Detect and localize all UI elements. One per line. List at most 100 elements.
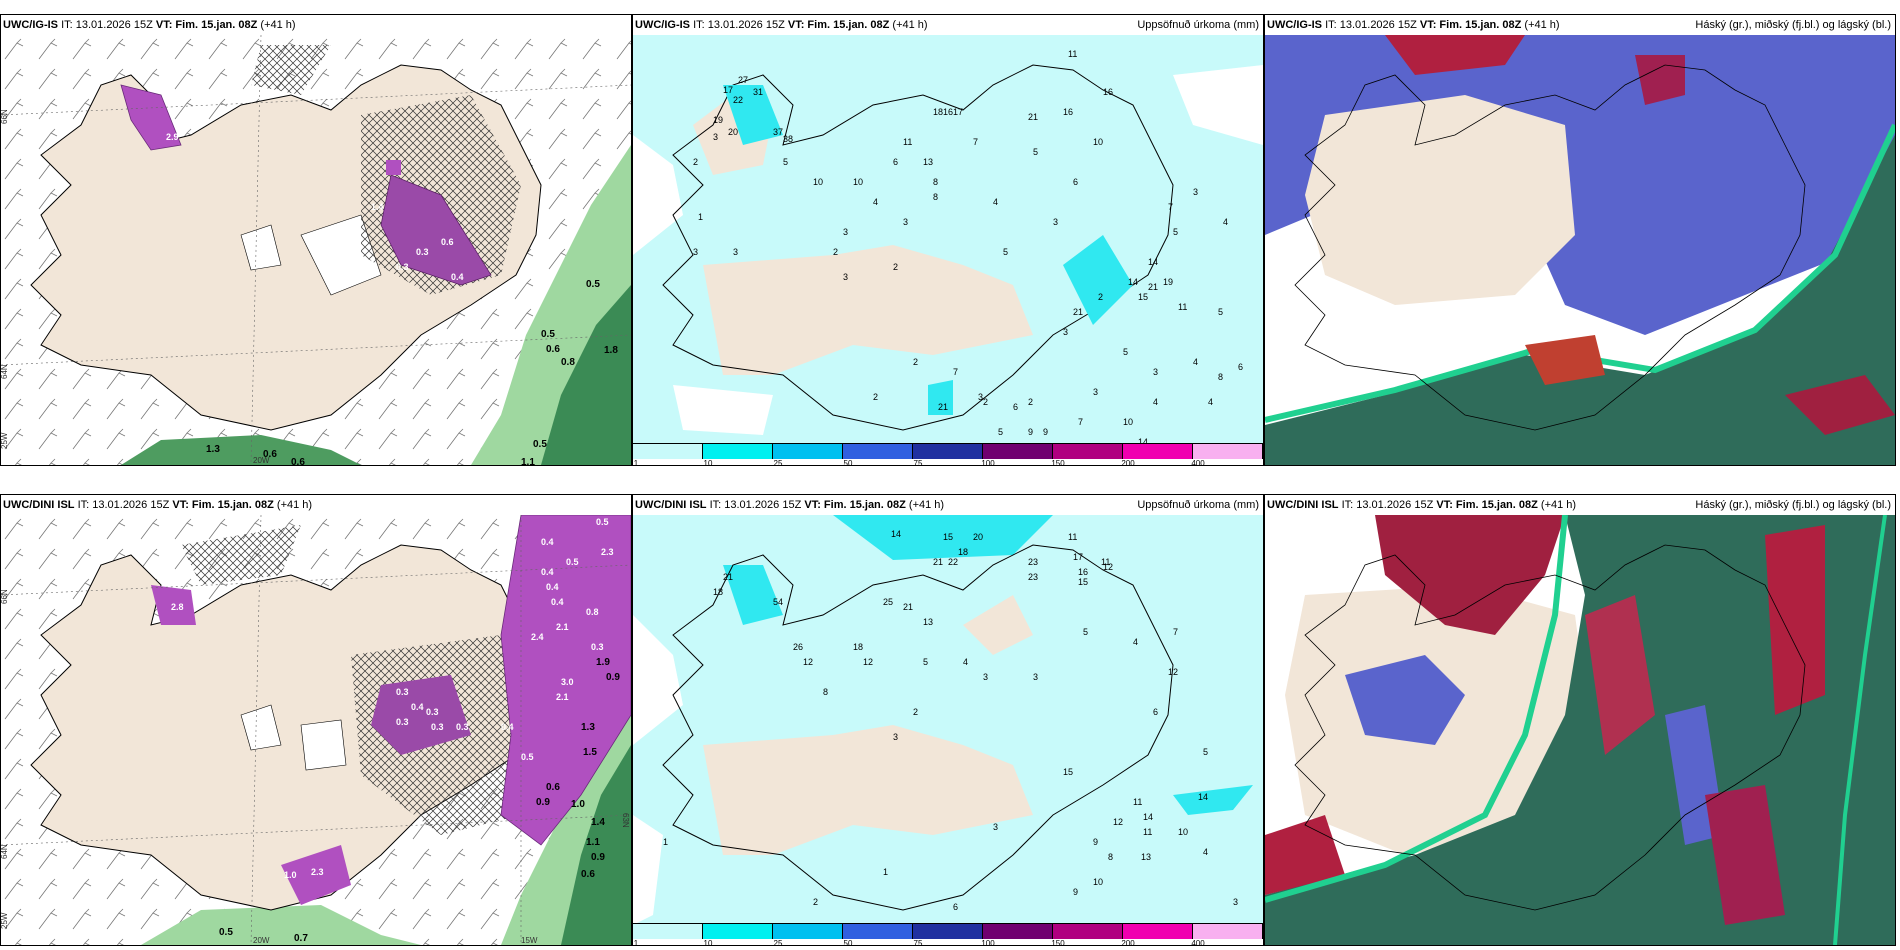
cloud-red-area <box>1385 35 1525 75</box>
cyan-precip <box>723 565 783 625</box>
value-label: 0.3 <box>456 722 469 732</box>
colorbar-segment <box>773 443 843 459</box>
value-label: 0.6 <box>263 449 277 460</box>
value-label: 12 <box>1113 817 1123 827</box>
valid-label: VT: <box>155 19 173 31</box>
land-clear-area <box>1305 95 1575 305</box>
cloud-red-area <box>1765 525 1825 715</box>
value-label: 10 <box>1123 417 1133 427</box>
value-label: 6 <box>1013 402 1018 412</box>
value-label: 2 <box>913 707 918 717</box>
value-label: 14 <box>1198 792 1208 802</box>
value-label: 10 <box>1093 137 1103 147</box>
lon-label: 25W <box>1 912 9 929</box>
value-label: 0.3 <box>431 722 444 732</box>
lon-label: 25W <box>1 432 9 449</box>
colorbar-segment <box>1193 923 1263 939</box>
land-dry-area <box>703 725 1033 855</box>
value-label: 3 <box>1033 672 1038 682</box>
value-label: 5 <box>1218 307 1223 317</box>
graticule <box>1 35 631 465</box>
value-label: 7 <box>1168 202 1173 212</box>
value-label: 13 <box>923 617 933 627</box>
value-label: 19 <box>713 115 723 125</box>
value-label: 5 <box>1123 347 1128 357</box>
purple-precip-east <box>500 515 631 846</box>
panel-bottom-right: UWC/DINI ISL IT: 13.01.2026 15Z VT: Fim.… <box>1264 494 1896 946</box>
cloud-red-area <box>1705 785 1785 925</box>
model-name: UWC/DINI ISL <box>635 499 707 511</box>
value-label: 11 <box>903 137 912 147</box>
value-label: 6 <box>953 902 958 912</box>
colorbar-segment <box>633 923 703 939</box>
colorbar-label: 1 <box>633 939 639 946</box>
value-label: 2.4 <box>531 632 544 642</box>
colorbar-segment <box>773 923 843 939</box>
value-label: 8 <box>1218 372 1223 382</box>
accum-precip-map-top: 11 27 22 17 19 31 20 3 37 38 2 5 10 16 1… <box>633 35 1263 445</box>
init-time: IT: 13.01.2026 15Z <box>77 499 170 511</box>
value-label: 21 <box>1028 112 1038 122</box>
value-label: 10 <box>1178 827 1188 837</box>
value-label: 1.4 <box>591 817 605 828</box>
purple-precip-central <box>371 675 471 755</box>
iceland-outline <box>662 544 1174 911</box>
value-label: 3 <box>713 132 718 142</box>
value-label: 3 <box>733 247 738 257</box>
lon-label: 15W <box>521 936 538 945</box>
colorbar-label: 100 <box>981 939 995 946</box>
field-title: Uppsöfnuð úrkoma (mm) <box>1137 499 1259 511</box>
green-precip-core <box>541 285 631 465</box>
cloud-mint-band <box>1265 515 1568 903</box>
colorbar-segment <box>1053 923 1123 939</box>
value-label: 4 <box>1208 397 1213 407</box>
value-label: 38 <box>783 134 793 144</box>
value-label: 0.4 <box>546 582 559 592</box>
colorbar-label: 50 <box>843 459 853 466</box>
value-label: 21 <box>1148 282 1158 292</box>
value-label: 7 <box>973 137 978 147</box>
field-title: Háský (gr.), miðský (fj.bl.) og lágský (… <box>1695 499 1891 511</box>
panel-title: UWC/DINI ISL IT: 13.01.2026 15Z VT: Fim.… <box>1265 495 1895 515</box>
panel-bottom-middle: UWC/DINI ISL IT: 13.01.2026 15Z VT: Fim.… <box>632 494 1264 946</box>
value-label: 6 <box>1153 707 1158 717</box>
value-label: 7 <box>1173 627 1178 637</box>
colorbar-label: 200 <box>1121 939 1135 946</box>
model-name: UWC/DINI ISL <box>1267 499 1339 511</box>
value-label: 0.9 <box>606 672 620 683</box>
value-label: 0.3 <box>426 707 439 717</box>
panel-top-middle: UWC/IG-IS IT: 13.01.2026 15Z VT: Fim. 15… <box>632 14 1264 466</box>
lead-time: (+41 h) <box>276 499 313 511</box>
field-title: Háský (gr.), miðský (fj.bl.) og lágský (… <box>1695 19 1891 31</box>
value-label: 6 <box>893 157 898 167</box>
valid-time: Fim. 15.jan. 08Z <box>1439 19 1522 31</box>
value-label: 8 <box>933 192 938 202</box>
field-title: Uppsöfnuð úrkoma (mm) <box>1137 19 1259 31</box>
panel-bottom-left: UWC/DINI ISL IT: 13.01.2026 15Z VT: Fim.… <box>0 494 632 946</box>
colorbar-label: 400 <box>1191 939 1205 946</box>
clear-patch <box>240 224 282 271</box>
value-label: 0.9 <box>536 797 550 808</box>
cloud-blue-area <box>1345 655 1465 745</box>
value-label: 0.4 <box>411 702 424 712</box>
value-label: 0.6 <box>441 237 454 247</box>
value-label: 12 <box>863 657 873 667</box>
value-label: 4 <box>963 657 968 667</box>
value-label: 0.7 <box>294 933 308 944</box>
value-label: 3 <box>983 672 988 682</box>
value-label: 0.4 <box>451 272 464 282</box>
value-label: 21 <box>1073 307 1083 317</box>
valid-time: Fim. 15.jan. 08Z <box>823 499 906 511</box>
panel-title: UWC/IG-IS IT: 13.01.2026 15Z VT: Fim. 15… <box>1 15 631 35</box>
white-area <box>1173 65 1263 145</box>
value-label: 21 <box>933 557 943 567</box>
land-dry-area <box>703 245 1033 375</box>
value-label: 13 <box>923 157 933 167</box>
iceland-outline <box>1294 544 1806 911</box>
value-label: 2.1 <box>556 692 569 702</box>
value-label: 2.1 <box>556 622 569 632</box>
value-label: 15 <box>943 532 953 542</box>
value-label: 6 <box>1073 177 1078 187</box>
value-label: 23 <box>1028 557 1038 567</box>
value-label: 3 <box>1093 387 1098 397</box>
